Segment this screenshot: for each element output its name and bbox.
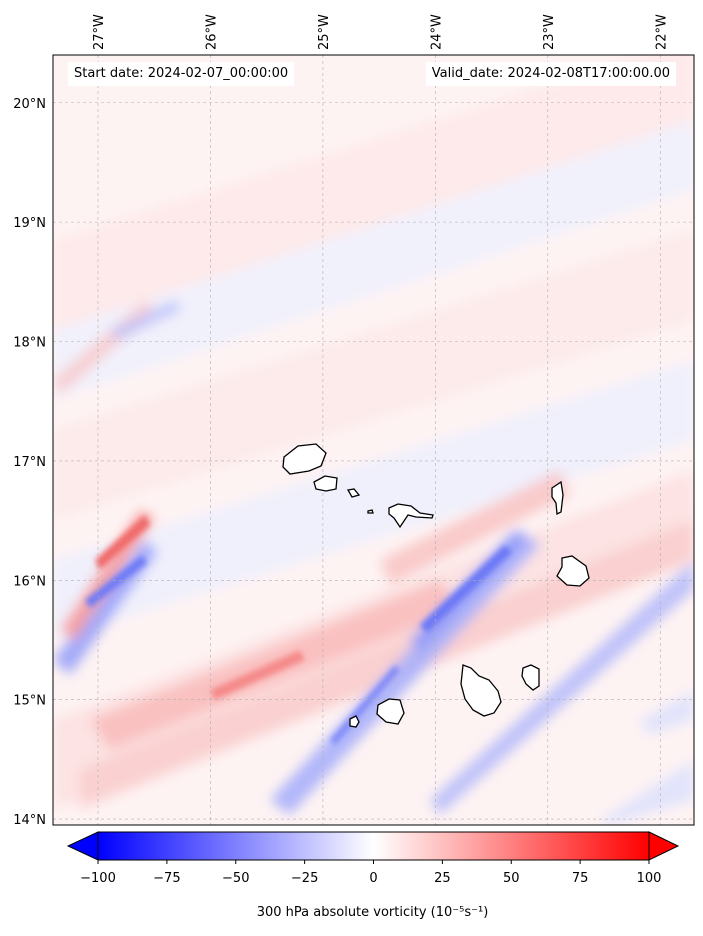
colorbar-tick-label: −50	[222, 871, 249, 886]
weak-positive-band	[53, 55, 694, 330]
latitude-label: 17°N	[13, 455, 46, 470]
colorbar-extend-high	[648, 831, 680, 861]
valid-date-label: Valid_date: 2024-02-08T17:00:00.00	[425, 62, 676, 86]
latitude-label: 14°N	[13, 813, 46, 828]
longitude-label: 24°W	[429, 14, 444, 50]
colorbar-units: (10⁻⁵s⁻¹)	[430, 905, 489, 920]
weak-negative-band	[53, 120, 694, 400]
colorbar-tick-label: −75	[153, 871, 180, 886]
island-santa-luzia	[346, 488, 361, 498]
strong-negative-core	[330, 665, 400, 745]
map-frame	[52, 54, 695, 826]
island-brava	[349, 715, 360, 728]
latitude-label: 20°N	[13, 97, 46, 112]
strong-positive-core	[95, 515, 150, 570]
island-sao-vicente	[313, 475, 338, 492]
colorbar-gradient	[97, 831, 650, 861]
latitude-label: 16°N	[13, 574, 46, 589]
longitude-label: 25°W	[317, 14, 332, 50]
colorbar-extend-low	[66, 831, 99, 861]
island-santo-antao	[282, 443, 327, 475]
island-fogo	[376, 698, 405, 725]
strong-negative-core	[85, 555, 147, 608]
negative-band	[600, 760, 694, 825]
colorbar-tick-label: 50	[503, 871, 520, 886]
positive-band	[80, 520, 694, 810]
latitude-labels: 20°N 19°N 18°N 17°N 16°N 15°N 14°N	[13, 97, 46, 828]
colorbar-ticks: −100 −75 −50 −25 0 25 50 75 100	[80, 860, 661, 886]
colorbar-tick-label: 75	[572, 871, 589, 886]
latitude-label: 15°N	[13, 694, 46, 709]
island-branco	[367, 509, 374, 514]
colorbar-tick-label: 100	[637, 871, 662, 886]
island-boa-vista	[556, 555, 590, 587]
strong-positive-core	[210, 650, 305, 700]
latitude-label: 19°N	[13, 216, 46, 231]
negative-band	[110, 300, 182, 340]
colorbar-tick-label: 25	[434, 871, 451, 886]
colorbar-field: 300 hPa absolute vorticity	[256, 905, 427, 920]
colorbar-tick-label: −25	[291, 871, 318, 886]
negative-band	[640, 690, 694, 735]
colorbar-title: 300 hPa absolute vorticity (10⁻⁵s⁻¹)	[0, 905, 703, 920]
latitude-label: 18°N	[13, 336, 46, 351]
positive-band	[380, 470, 570, 585]
island-maio	[521, 664, 540, 691]
colorbar-tick-label: −100	[80, 871, 116, 886]
longitude-label: 22°W	[654, 14, 669, 50]
negative-band	[270, 530, 540, 815]
weak-positive-band	[53, 230, 694, 520]
negative-band	[430, 560, 694, 815]
island-sal	[551, 480, 564, 516]
island-sao-nicolau	[388, 503, 434, 529]
longitude-label: 26°W	[204, 14, 219, 50]
coastlines	[282, 443, 590, 728]
longitude-label: 27°W	[92, 14, 107, 50]
positive-band	[60, 510, 155, 640]
island-santiago	[460, 664, 502, 717]
longitude-labels: 27°W 26°W 25°W 24°W 23°W 22°W	[92, 14, 669, 50]
vorticity-field	[53, 55, 694, 825]
start-date-label: Start date: 2024-02-07_00:00:00	[68, 62, 295, 86]
weak-negative-band	[53, 360, 694, 640]
longitude-label: 23°W	[542, 14, 557, 50]
colorbar-tick-label: 0	[369, 871, 377, 886]
colorbar: −100 −75 −50 −25 0 25 50 75 100	[66, 831, 680, 886]
strong-negative-core	[420, 545, 512, 633]
